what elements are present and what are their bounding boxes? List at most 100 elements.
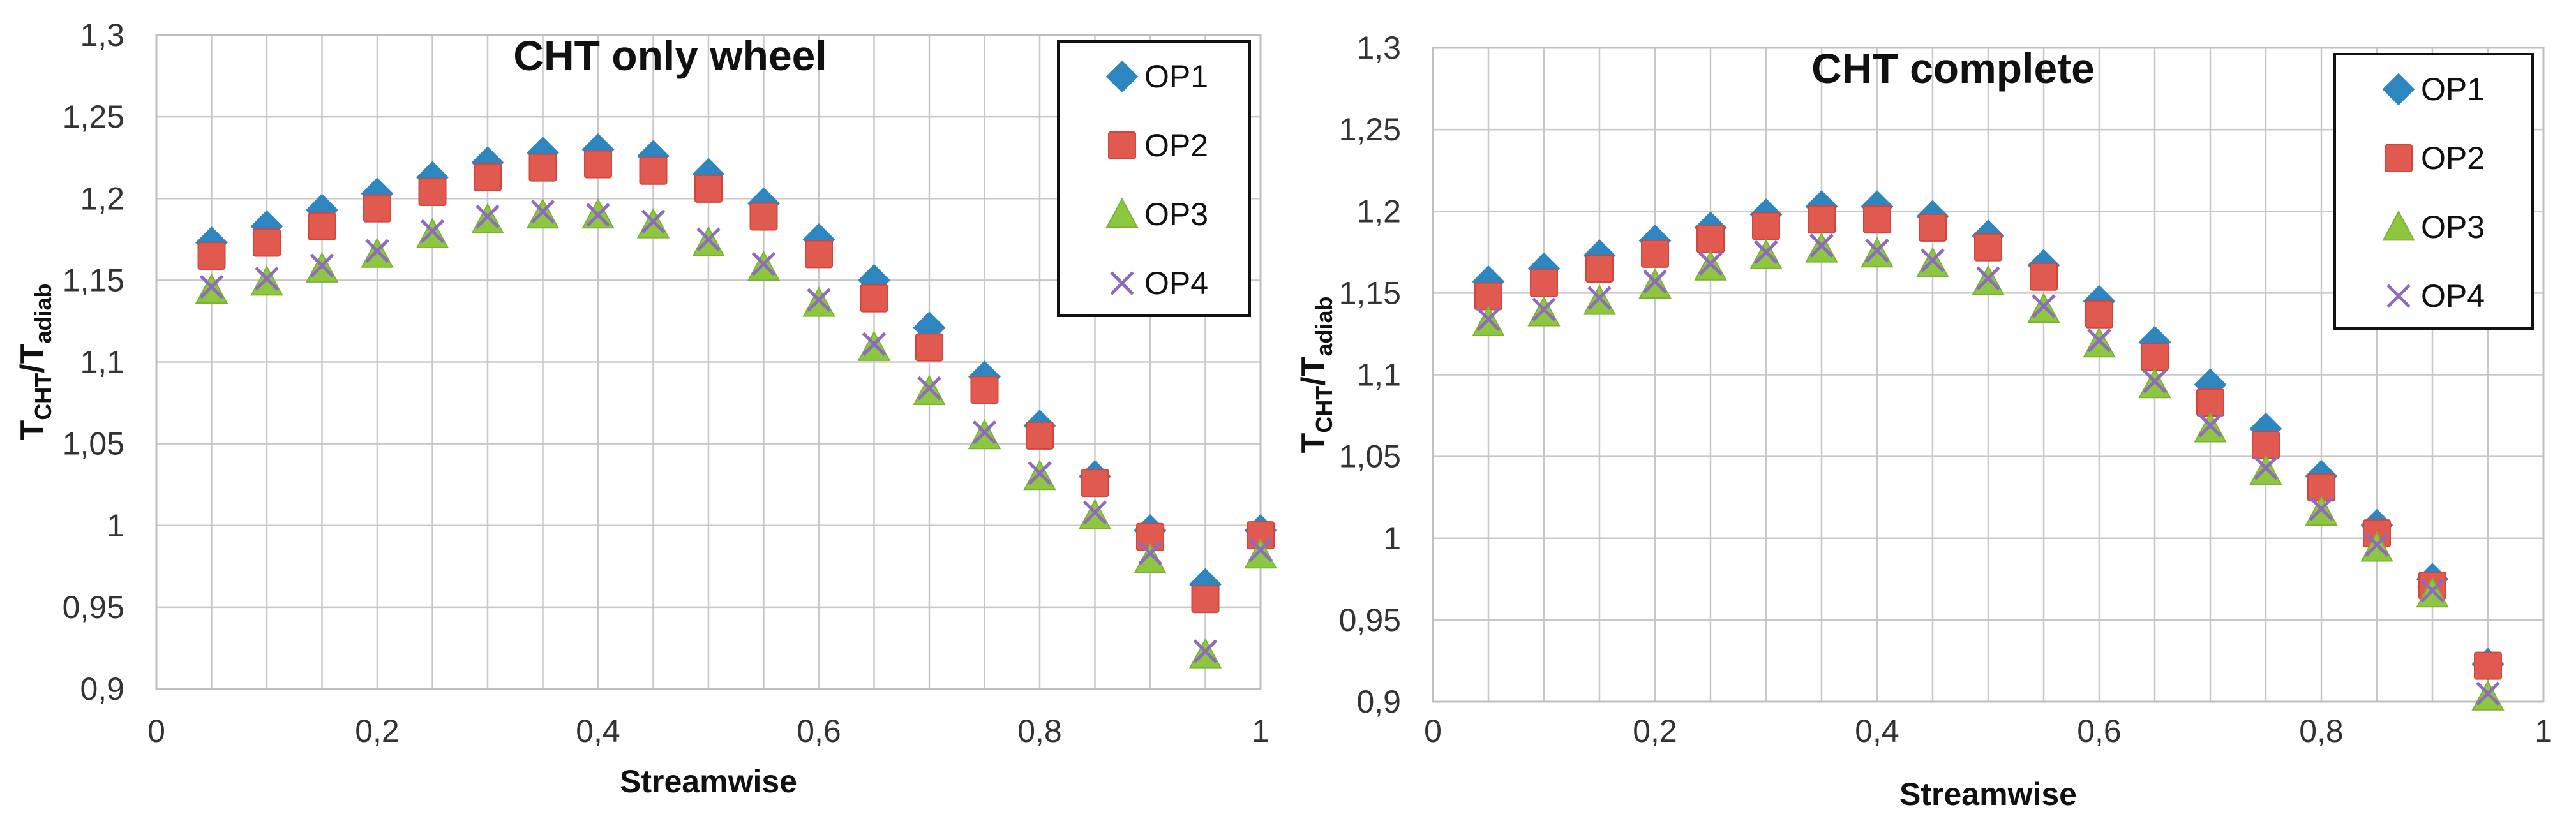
data-point-op2 <box>2141 343 2169 371</box>
data-point-op4 <box>420 219 445 244</box>
data-point-op4-stroke-b <box>2143 369 2167 394</box>
data-point-op2 <box>1752 212 1780 240</box>
data-point-op4-stroke-b <box>255 267 279 291</box>
data-point-op4 <box>1028 461 1052 485</box>
data-point-op2 <box>1641 239 1669 268</box>
data-point-op4 <box>2198 413 2222 438</box>
y-label-main: T <box>1295 433 1332 454</box>
chart-title: CHT complete <box>1811 45 2095 92</box>
y-tick-label: 1,2 <box>80 181 124 216</box>
x-tick-label: 0,8 <box>2299 713 2344 749</box>
y-tick-label: 1,15 <box>1339 275 1401 311</box>
data-point-op4 <box>1921 248 1945 272</box>
data-point-op2 <box>197 241 226 270</box>
data-point-op4-stroke-b <box>1532 297 1556 321</box>
data-point-op4 <box>2365 533 2389 557</box>
data-point-op2 <box>694 174 723 203</box>
data-point-op2 <box>1081 469 1109 498</box>
data-point-op4 <box>2032 294 2056 318</box>
data-point-op2 <box>749 202 778 231</box>
y-tick-label: 0,95 <box>63 589 124 625</box>
data-point-op4 <box>1643 269 1667 294</box>
x-tick-label: 0,2 <box>355 713 400 749</box>
y-tick-label: 1,25 <box>1339 112 1401 147</box>
plot-frame <box>155 34 1262 690</box>
x-tick-label: 0,4 <box>576 713 620 749</box>
data-point-op4 <box>1976 266 2000 291</box>
data-point-op4 <box>1587 286 1612 310</box>
chart-cht-complete: 0,9 0,95 1 1,05 1,1 1,15 1,2 1,25 1,3 0 0,2 0,4 0,6 0… <box>1295 30 2552 812</box>
data-point-op4 <box>972 420 997 445</box>
data-point-op4 <box>1476 307 1501 332</box>
x-tick-label: 0 <box>147 713 165 749</box>
data-point-op4 <box>586 203 610 227</box>
data-point-op4-stroke-b <box>199 274 224 299</box>
legend-marker-op1 <box>2382 73 2415 106</box>
legend-marker-op3 <box>1105 197 1139 228</box>
data-point-op4-stroke-b <box>1865 238 1889 263</box>
data-point-op3 <box>1244 538 1277 569</box>
data-point-op2 <box>805 240 833 269</box>
data-point-op4-stroke-b <box>2087 328 2111 353</box>
legend-marker-op1 <box>1105 60 1139 93</box>
data-point-op4-stroke-b <box>1193 639 1218 663</box>
data-point-op2 <box>2085 300 2113 329</box>
y-label-sub-cht: CHT <box>1311 386 1337 433</box>
data-point-op4-stroke-b <box>1809 233 1834 258</box>
data-point-op4 <box>199 274 224 299</box>
y-tick-label: 0,9 <box>80 671 124 707</box>
data-point-op4-stroke-b <box>310 253 334 278</box>
data-point-op4 <box>365 239 389 263</box>
data-point-op4 <box>1809 233 1834 258</box>
data-point-op4 <box>1532 297 1556 321</box>
data-point-op2 <box>1808 205 1836 234</box>
chart-cht-only-wheel: 0,9 0,95 1 1,05 1,1 1,15 1,2 1,25 1,3 0 0,2 0,4 0,6 0… <box>14 17 1277 799</box>
data-point-op4 <box>2254 455 2278 480</box>
chart-title: CHT only wheel <box>513 32 827 79</box>
y-tick-label: 1,05 <box>1339 439 1401 475</box>
legend-label-op3: OP3 <box>1144 196 1208 232</box>
data-point-op4 <box>1754 240 1778 265</box>
y-tick-label: 0,9 <box>1356 684 1401 720</box>
data-point-op4-stroke-b <box>530 199 555 224</box>
x-axis-label: Streamwise <box>620 764 797 799</box>
data-point-op2 <box>308 212 336 240</box>
data-point-op2 <box>1863 205 1891 234</box>
y-axis-label: TCHT/Tadiab <box>1295 296 1337 453</box>
data-point-op2 <box>528 153 557 182</box>
legend-marker-op4-stroke-b <box>2386 284 2411 308</box>
legend: OP1 OP2 OP3 OP4 <box>1057 40 1251 317</box>
y-label-sub-adiab: adiab <box>1311 296 1337 356</box>
y-tick-label: 1,05 <box>63 426 124 462</box>
data-point-op4-stroke-b <box>807 288 831 312</box>
legend-marker-op2 <box>2385 144 2413 172</box>
data-point-op4 <box>696 227 721 252</box>
data-point-op4 <box>2476 681 2500 706</box>
data-point-op2 <box>253 228 281 257</box>
series-op4 <box>1476 233 2500 706</box>
y-tick-label: 0,95 <box>1339 602 1401 638</box>
data-point-op4 <box>2143 369 2167 394</box>
y-tick-label: 1,3 <box>80 17 124 53</box>
series-op4 <box>199 199 1273 663</box>
data-point-op4-stroke-b <box>2198 413 2222 438</box>
data-point-op4-stroke-b <box>972 420 997 445</box>
data-point-op2 <box>860 284 888 313</box>
data-point-op4-stroke-b <box>1476 307 1501 332</box>
legend-marker-op4 <box>1110 271 1134 295</box>
data-point-op2 <box>2196 388 2224 417</box>
data-point-op2 <box>1974 233 2002 262</box>
data-point-op4-stroke-b <box>641 209 666 233</box>
legend-marker-op4 <box>2386 284 2411 308</box>
data-point-op2 <box>1585 254 1614 283</box>
x-tick-label: 0 <box>1424 713 1442 749</box>
y-label-sub-cht: CHT <box>30 373 56 420</box>
data-point-op4-stroke-b <box>365 239 389 263</box>
data-point-op4 <box>917 376 941 401</box>
legend: OP1 OP2 OP3 OP4 <box>2333 53 2534 330</box>
x-tick-label: 0,6 <box>2077 713 2122 749</box>
data-point-op4-stroke-b <box>1082 500 1107 525</box>
data-point-op4 <box>641 209 666 233</box>
data-point-op4 <box>310 253 334 278</box>
data-point-op4-stroke-b <box>420 219 445 244</box>
